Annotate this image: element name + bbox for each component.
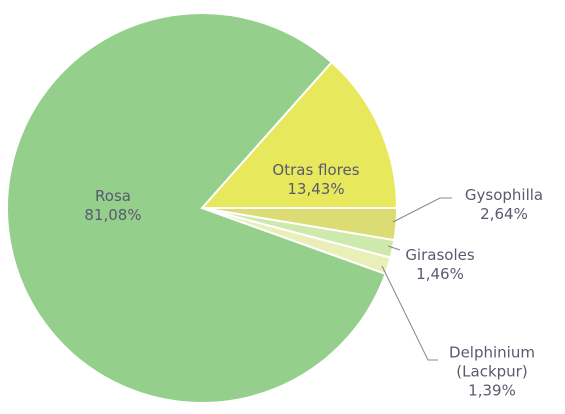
value-label: 1,39% (468, 381, 516, 400)
category-label: Otras flores (272, 161, 360, 179)
slice-label: Girasoles 1,46% (390, 246, 490, 284)
value-label: 13,43% (287, 180, 345, 198)
value-label: 2,64% (480, 205, 528, 223)
slice-label: Gysophilla 2,64% (439, 186, 565, 224)
category-label: Delphinium (Lackpur) (449, 343, 535, 381)
pie-slice (199, 60, 399, 209)
leader-line (381, 265, 438, 361)
slice-label: Delphinium (Lackpur) 1,39% (437, 344, 547, 401)
leader-line (387, 245, 401, 251)
category-label: Girasoles (405, 246, 475, 264)
slice-label: Rosa 81,08% (63, 187, 163, 225)
category-label: Gysophilla (464, 186, 544, 204)
value-label: 81,08% (84, 206, 142, 224)
leader-line (392, 197, 452, 223)
value-label: 1,46% (416, 265, 464, 283)
pie-slice (6, 12, 387, 404)
category-label: Rosa (95, 187, 131, 205)
slice-label: Otras flores 13,43% (251, 161, 381, 199)
